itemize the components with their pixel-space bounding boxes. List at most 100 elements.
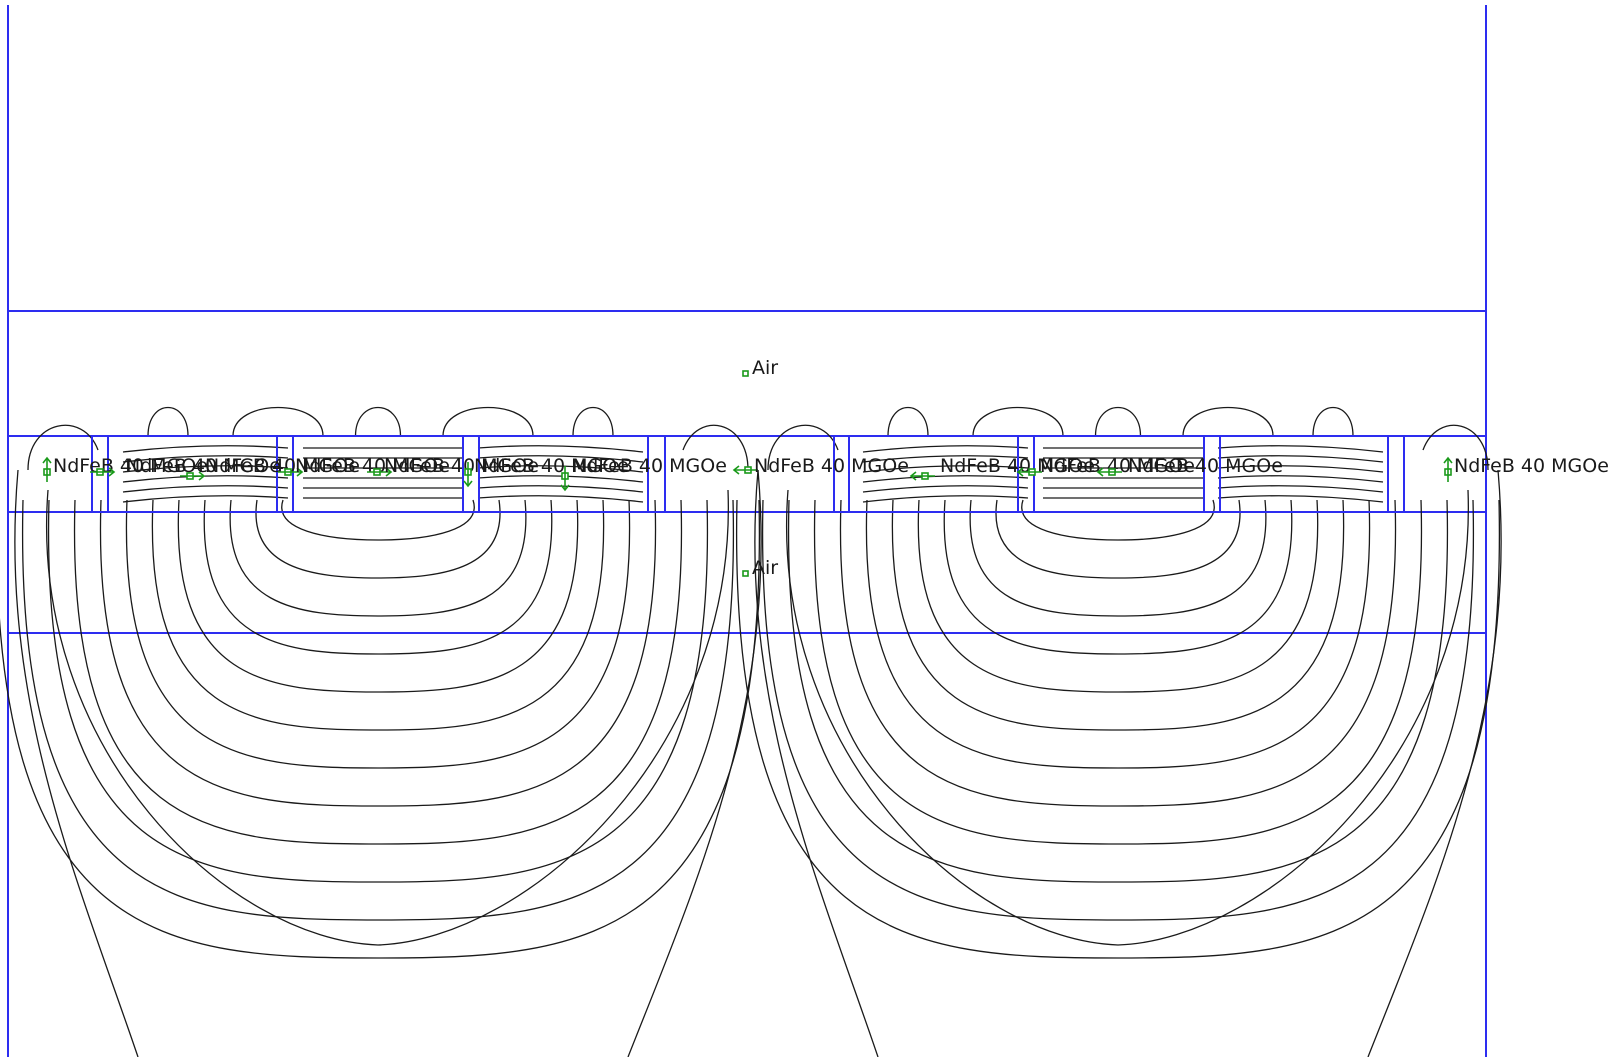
flux-lines — [0, 407, 1502, 1057]
magnet-block: NdFeB 40 MGOe — [732, 455, 909, 477]
magnet-block-outline — [647, 435, 666, 513]
flux-line — [477, 445, 644, 453]
flux-line — [122, 445, 289, 453]
flux-line — [1217, 475, 1384, 483]
magnetization-arrow-icon — [90, 467, 116, 477]
magnet-label: NdFeB 40 MGOe — [295, 455, 450, 477]
magnet-label: NdFeB 40 MGOe — [1454, 455, 1609, 477]
flux-line — [1312, 407, 1354, 437]
air-marker-icon — [742, 370, 749, 377]
magnet-block: NdFeB 40 MGOe — [278, 455, 450, 477]
flux-line — [839, 499, 1397, 807]
flux-line — [477, 465, 644, 473]
flux-line — [682, 424, 749, 471]
magnet-block: NdFeB 40 MGOe — [909, 455, 1095, 481]
flux-line — [735, 499, 1501, 959]
flux-line — [786, 489, 1469, 946]
magnet-label: NdFeB 40 MGOe — [940, 455, 1095, 477]
flux-line — [1182, 407, 1274, 437]
flux-line — [787, 499, 1449, 883]
flux-line — [754, 469, 879, 1057]
magnetization-arrow-icon — [909, 471, 935, 481]
flux-line — [1422, 424, 1489, 471]
flux-line — [477, 455, 644, 463]
flux-line — [477, 475, 644, 483]
magnetization-arrow-icon — [42, 456, 52, 482]
magnet-label: NdFeB 40 MGOe — [572, 455, 727, 477]
magnet-block: NdFeB 40 MGOe — [1096, 455, 1283, 477]
flux-line — [1367, 469, 1502, 1057]
magnet-label: NdFeB 40 MGOe — [754, 455, 909, 477]
flux-line — [177, 499, 579, 693]
flux-line — [1217, 465, 1384, 473]
magnet-block: NdFeB 40 MGOe — [1443, 455, 1609, 482]
flux-line — [862, 465, 1029, 473]
flux-line — [122, 475, 289, 483]
flux-line — [862, 485, 1029, 493]
magnet-block-outline — [1387, 435, 1405, 513]
flux-line — [1217, 495, 1384, 503]
flux-line — [969, 499, 1267, 617]
flux-line — [122, 485, 289, 493]
flux-line — [21, 499, 735, 921]
flux-line — [73, 499, 683, 845]
air-label-text: Air — [752, 557, 778, 579]
flux-line — [627, 469, 762, 1057]
flux-line — [442, 407, 534, 437]
magnet-label: NdFeB 40 MGOe — [1128, 455, 1283, 477]
flux-line — [943, 499, 1293, 655]
flux-line — [203, 499, 553, 655]
magnetization-arrow-icon — [1096, 467, 1122, 477]
magnetization-arrow-icon — [278, 467, 304, 477]
magnetization-arrow-icon — [463, 462, 473, 488]
flux-line — [125, 499, 631, 769]
flux-line — [281, 499, 475, 541]
flux-line — [572, 407, 614, 437]
flux-line — [1094, 407, 1142, 437]
magnet-label: NdFeB 40 MGOe — [1040, 455, 1195, 477]
flux-line — [891, 499, 1345, 731]
magnetization-arrow-icon — [367, 467, 393, 477]
flux-line — [887, 407, 929, 437]
air-marker-icon — [742, 570, 749, 577]
flux-line — [477, 485, 644, 493]
flux-line — [99, 499, 657, 807]
flux-line — [122, 465, 289, 473]
flux-line — [1217, 455, 1384, 463]
flux-line — [813, 499, 1423, 845]
flux-line — [862, 445, 1029, 453]
magnet-blocks — [91, 435, 1405, 513]
flux-line — [761, 499, 1475, 921]
flux-line — [767, 424, 839, 471]
flux-line — [865, 499, 1371, 769]
flux-line — [1021, 499, 1215, 541]
flux-line — [995, 499, 1241, 579]
flux-line — [147, 407, 189, 437]
flux-line — [354, 407, 402, 437]
flux-line — [46, 489, 729, 946]
flux-line — [917, 499, 1319, 693]
magnet-label: NdFeB 40 MGOe — [384, 455, 539, 477]
flux-line — [151, 499, 605, 731]
magnet-block: NdFeB 40 MGOe — [1016, 455, 1195, 477]
magnet-block: NdFeB 40 MGOe — [180, 455, 360, 481]
magnet-label: NdFeB 40 MGOe — [126, 455, 281, 477]
flux-line — [47, 499, 709, 883]
magnetization-arrow-icon — [732, 465, 758, 475]
magnetization-arrow-icon — [1016, 467, 1042, 477]
flux-line — [972, 407, 1064, 437]
flux-line — [1217, 485, 1384, 493]
flux-line — [862, 455, 1029, 463]
flux-line — [0, 499, 761, 959]
flux-line — [862, 475, 1029, 483]
air-label-text: Air — [752, 357, 778, 379]
region-boundaries — [7, 5, 1487, 1057]
air-label-lower: Air — [742, 557, 778, 579]
magnetization-arrow-icon — [1443, 456, 1453, 482]
magnet-block: NdFeB 40 MGOe — [367, 455, 539, 477]
magnet-block: NdFeB 40 MGOe — [90, 455, 281, 477]
magnetization-arrow-icon — [180, 471, 206, 481]
flux-line — [14, 469, 139, 1057]
